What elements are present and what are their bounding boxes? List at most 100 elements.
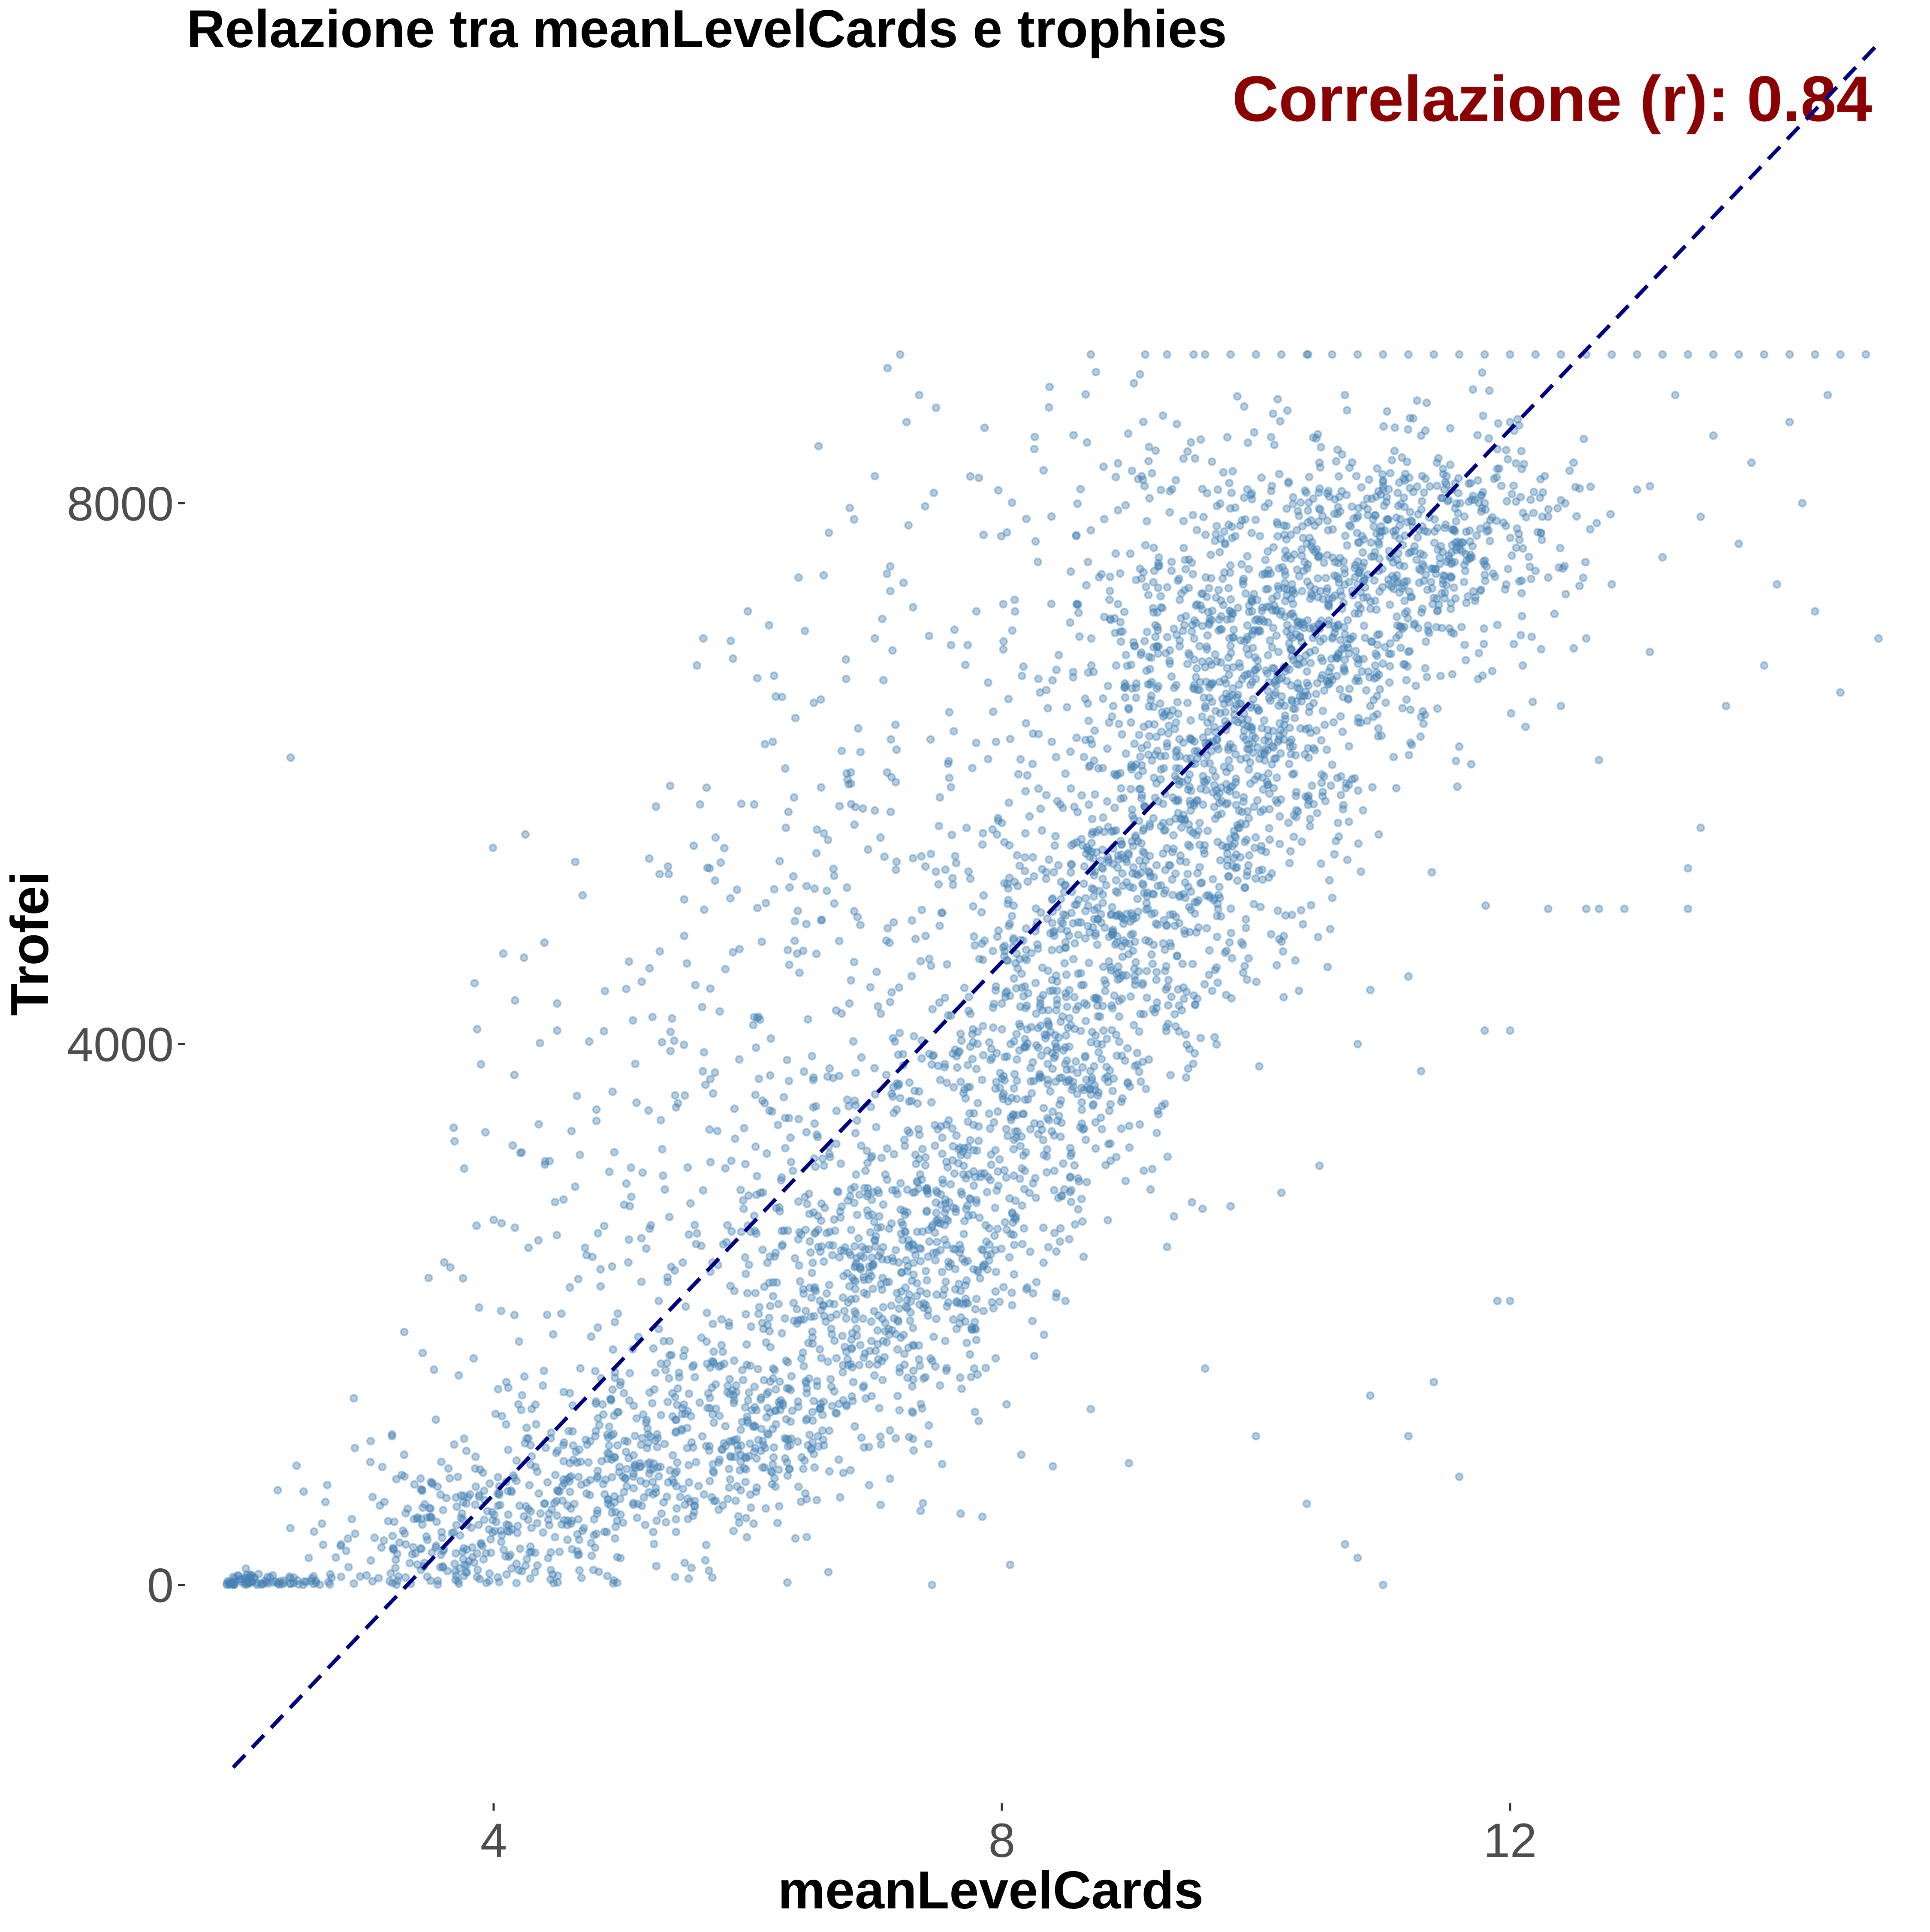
data-point bbox=[971, 1172, 980, 1182]
data-point bbox=[1066, 784, 1075, 793]
data-point bbox=[1169, 831, 1178, 840]
data-point bbox=[937, 1122, 946, 1131]
data-point bbox=[795, 1261, 804, 1270]
data-point bbox=[905, 1128, 914, 1137]
data-point bbox=[1394, 501, 1403, 510]
data-point bbox=[1246, 723, 1255, 732]
data-point bbox=[1162, 921, 1171, 930]
data-point bbox=[1052, 995, 1062, 1004]
data-point bbox=[1009, 1171, 1018, 1180]
data-point bbox=[933, 1125, 942, 1134]
data-point bbox=[1329, 718, 1338, 727]
data-point bbox=[1231, 750, 1240, 759]
data-point bbox=[458, 1498, 467, 1507]
data-point bbox=[850, 1315, 859, 1324]
data-point bbox=[1091, 1118, 1100, 1127]
data-point bbox=[1049, 1054, 1058, 1063]
data-point bbox=[527, 1547, 536, 1556]
data-point bbox=[972, 1294, 981, 1303]
data-point bbox=[1028, 1289, 1037, 1298]
data-point bbox=[1335, 492, 1344, 501]
data-point bbox=[776, 1405, 785, 1414]
data-point bbox=[438, 1562, 447, 1571]
data-point bbox=[715, 1411, 724, 1420]
data-point bbox=[1100, 976, 1109, 985]
data-point bbox=[1461, 656, 1470, 665]
data-point bbox=[745, 1388, 754, 1397]
data-point bbox=[1161, 826, 1170, 835]
data-point bbox=[747, 1503, 756, 1512]
data-point bbox=[989, 1118, 998, 1127]
data-point bbox=[609, 1345, 618, 1354]
data-point bbox=[703, 1404, 712, 1413]
data-point bbox=[701, 1556, 710, 1565]
data-point bbox=[905, 1097, 914, 1106]
data-point bbox=[962, 1205, 971, 1214]
data-point bbox=[942, 1120, 951, 1129]
data-point bbox=[1141, 1085, 1150, 1094]
data-point bbox=[1201, 530, 1210, 539]
data-point bbox=[1031, 978, 1040, 987]
data-point bbox=[1260, 736, 1269, 745]
data-point bbox=[1195, 863, 1204, 871]
data-point bbox=[1049, 868, 1058, 877]
data-point bbox=[1303, 800, 1312, 809]
data-point bbox=[837, 1202, 846, 1211]
data-point bbox=[923, 1276, 932, 1285]
data-point bbox=[818, 1426, 827, 1435]
data-point bbox=[911, 1150, 920, 1159]
data-point bbox=[818, 1154, 827, 1163]
data-point bbox=[388, 1432, 396, 1441]
data-point bbox=[873, 1224, 882, 1233]
data-point bbox=[517, 1148, 526, 1157]
data-point bbox=[1061, 911, 1070, 920]
data-point bbox=[1336, 712, 1345, 721]
data-point bbox=[1152, 684, 1161, 693]
data-point bbox=[1106, 1139, 1115, 1148]
data-point bbox=[1401, 470, 1410, 479]
data-point bbox=[915, 1361, 924, 1370]
data-point bbox=[1009, 1145, 1018, 1154]
data-point bbox=[1312, 690, 1321, 699]
data-point bbox=[842, 1402, 851, 1411]
data-point bbox=[597, 1457, 606, 1466]
data-point bbox=[575, 1535, 584, 1544]
data-point bbox=[1004, 922, 1013, 931]
data-point bbox=[721, 964, 730, 974]
data-point bbox=[641, 1520, 650, 1529]
data-point bbox=[610, 1373, 619, 1382]
data-point bbox=[642, 1479, 650, 1488]
data-point bbox=[494, 1385, 503, 1394]
data-point bbox=[675, 1368, 684, 1377]
data-point bbox=[759, 1188, 767, 1197]
data-point bbox=[1163, 983, 1172, 992]
data-point bbox=[505, 1527, 514, 1536]
data-point bbox=[1037, 1051, 1046, 1060]
data-point bbox=[1233, 863, 1242, 872]
data-point bbox=[1106, 573, 1115, 582]
data-point bbox=[531, 1420, 540, 1429]
data-point bbox=[882, 1278, 891, 1287]
data-point bbox=[977, 1169, 986, 1178]
data-point bbox=[1633, 350, 1642, 359]
data-point bbox=[709, 1357, 718, 1366]
data-point bbox=[1124, 849, 1133, 858]
data-point bbox=[941, 1195, 950, 1204]
data-point bbox=[1153, 608, 1162, 617]
data-point bbox=[1406, 705, 1415, 714]
data-point bbox=[1082, 849, 1091, 858]
data-point bbox=[1190, 1049, 1199, 1058]
data-point bbox=[611, 1522, 620, 1531]
data-point bbox=[1476, 586, 1485, 595]
data-point bbox=[1227, 614, 1236, 623]
data-point bbox=[776, 1396, 785, 1405]
data-point bbox=[913, 1177, 921, 1185]
data-point bbox=[925, 1237, 934, 1246]
data-point bbox=[1342, 406, 1351, 415]
data-point bbox=[711, 1068, 720, 1077]
data-point bbox=[1105, 1066, 1114, 1075]
data-point bbox=[948, 1156, 957, 1165]
data-point bbox=[1195, 818, 1204, 827]
data-point bbox=[887, 735, 896, 744]
data-point bbox=[703, 1308, 712, 1317]
